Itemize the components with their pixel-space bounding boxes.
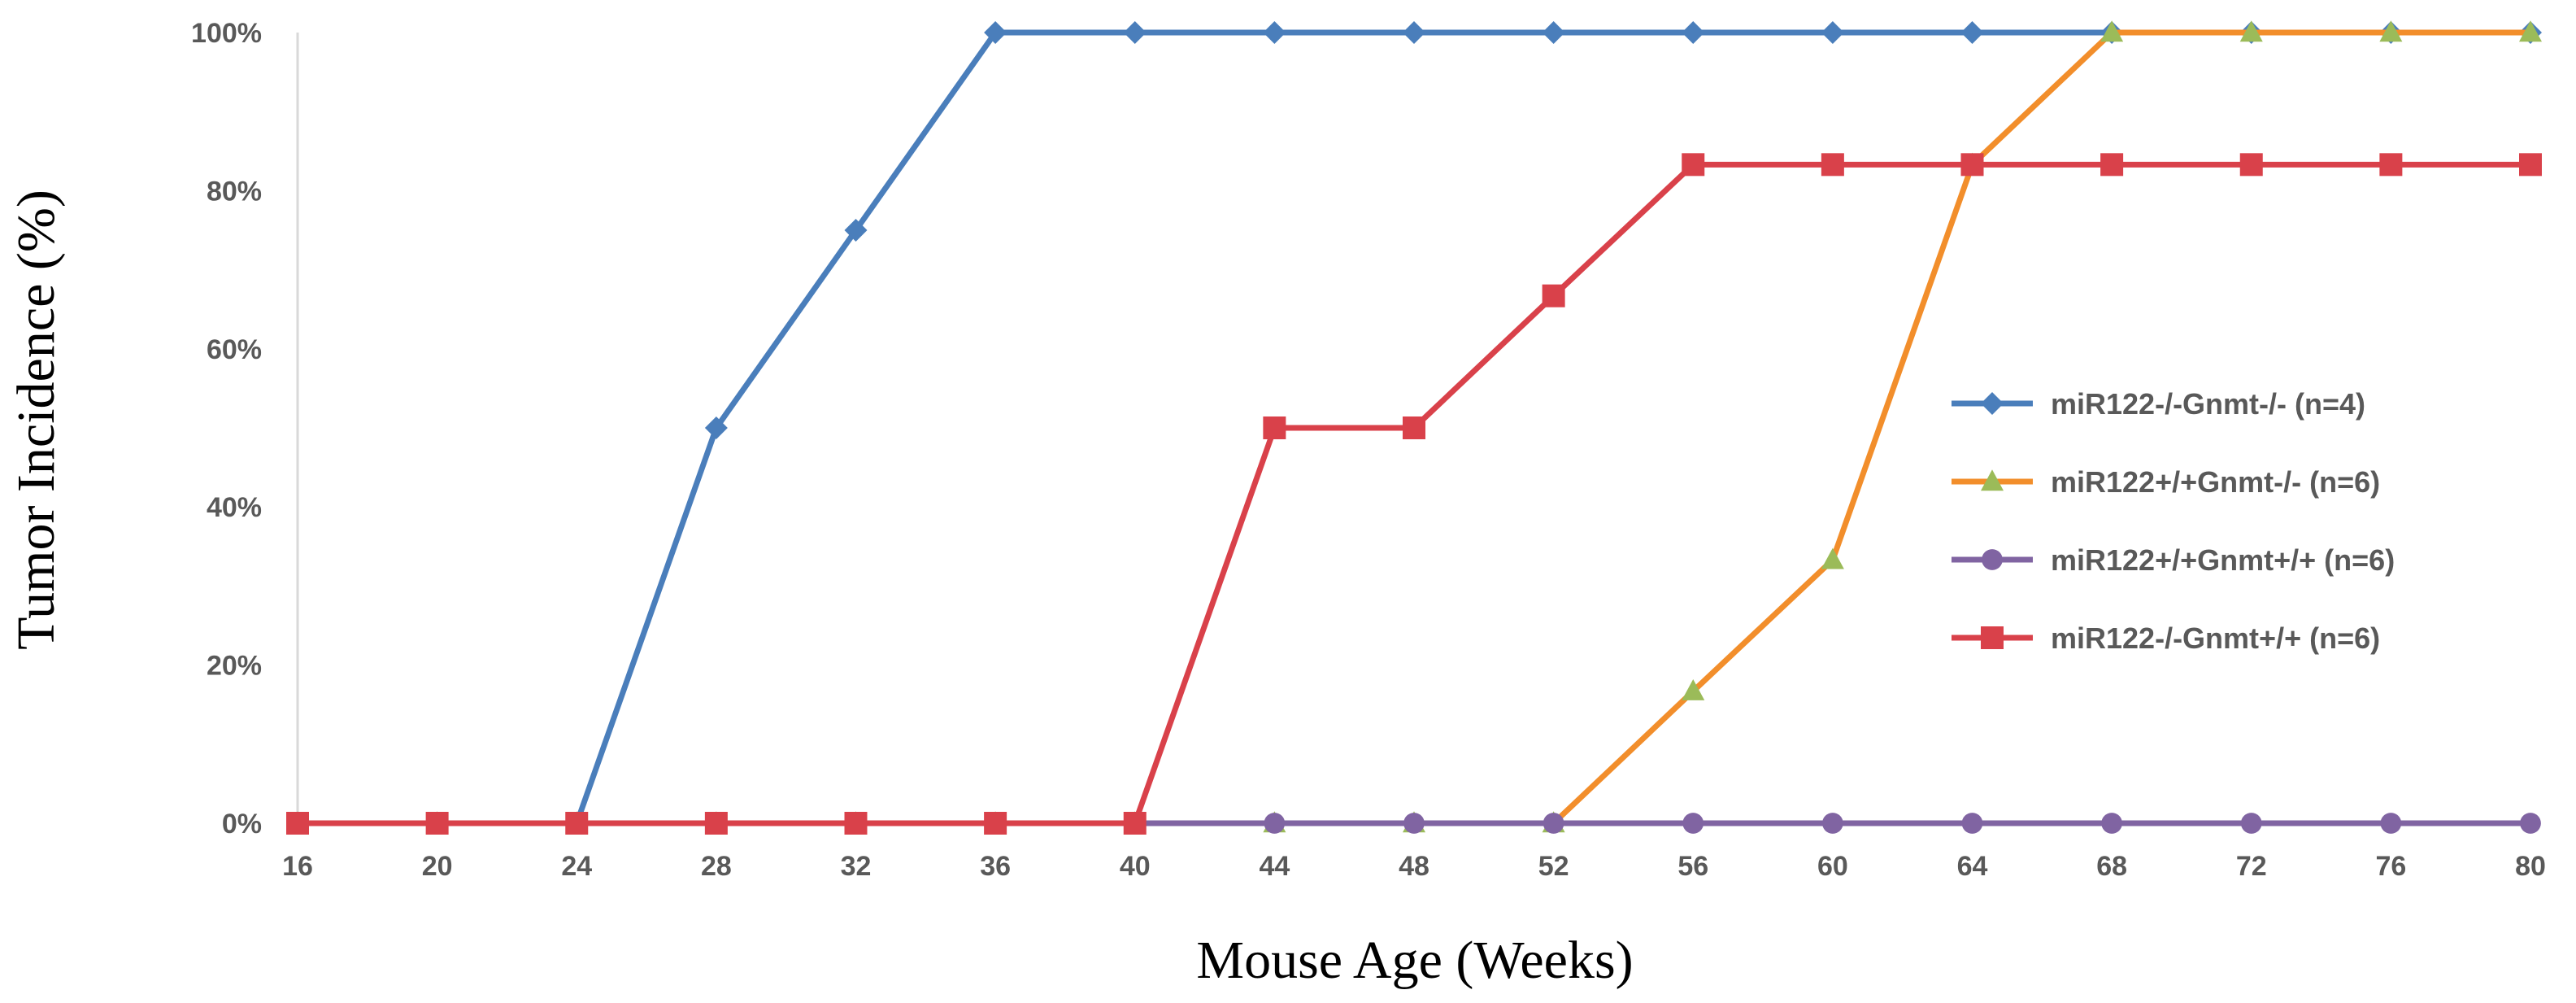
data-point (704, 416, 728, 439)
y-tick-label: 0% (222, 809, 262, 839)
data-point (2100, 153, 2124, 177)
data-point (1543, 813, 1564, 834)
data-point (984, 812, 1007, 835)
data-point (1961, 813, 1983, 834)
data-point (1263, 416, 1286, 439)
data-point (1821, 813, 1843, 834)
data-point (1264, 813, 1286, 834)
series (286, 20, 2542, 835)
data-point (984, 21, 1007, 44)
x-tick-label: 72 (2236, 851, 2267, 882)
data-point (2379, 153, 2403, 177)
x-tick-label: 60 (1817, 851, 1848, 882)
y-tick-label: 40% (207, 492, 262, 523)
legend-entry: miR122+/+Gnmt-/- (n=6) (1952, 465, 2380, 499)
data-point (2100, 20, 2124, 42)
legend-entry: miR122+/+Gnmt+/+ (n=6) (1952, 543, 2395, 577)
legend-marker (1981, 469, 2004, 491)
data-point (1821, 21, 1844, 44)
x-tick-label: 24 (561, 851, 592, 882)
x-tick-label: 40 (1120, 851, 1151, 882)
legend-marker (1981, 626, 2004, 649)
data-point (1542, 21, 1565, 44)
data-point (1960, 153, 1984, 177)
legend-entry: miR122-/-Gnmt+/+ (n=6) (1952, 621, 2380, 655)
legend-marker (1981, 392, 2004, 415)
data-point (844, 812, 868, 835)
data-point (2239, 20, 2263, 42)
data-point (1682, 678, 1705, 700)
data-point (1542, 284, 1565, 307)
data-point (1123, 812, 1147, 835)
x-tick-label: 28 (701, 851, 732, 882)
y-tick-label: 20% (207, 651, 262, 682)
data-point (1403, 813, 1425, 834)
x-tick-label: 80 (2515, 851, 2546, 882)
x-tick-label: 20 (422, 851, 453, 882)
legend-label: miR122-/-Gnmt+/+ (n=6) (2051, 621, 2380, 655)
y-tick-label: 60% (207, 334, 262, 365)
data-point (2240, 813, 2262, 834)
x-tick-label: 44 (1259, 851, 1290, 882)
legend: miR122-/-Gnmt-/- (n=4) miR122+/+Gnmt-/- (… (1952, 387, 2395, 655)
data-point (1263, 21, 1286, 44)
data-point (2380, 813, 2402, 834)
x-tick-label: 32 (841, 851, 872, 882)
x-tick-label: 16 (282, 851, 313, 882)
y-tick-label: 80% (207, 176, 262, 207)
data-point (1682, 153, 1705, 177)
x-tick-label: 76 (2375, 851, 2406, 882)
data-point (2519, 153, 2542, 177)
data-point (1403, 21, 1425, 44)
data-point (286, 812, 309, 835)
data-point (844, 219, 868, 242)
legend-label: miR122-/-Gnmt-/- (n=4) (2051, 387, 2365, 421)
data-point (425, 812, 449, 835)
x-tick-label: 52 (1538, 851, 1569, 882)
data-point (2379, 20, 2403, 42)
x-tick-label: 64 (1957, 851, 1988, 882)
data-point (1403, 416, 1425, 439)
x-tick-label: 56 (1677, 851, 1708, 882)
y-tick-labels: 0% 20% 40% 60% 80% 100% (191, 18, 262, 839)
x-tick-labels: 16 20 24 28 32 36 40 44 48 52 56 60 64 68 72 76 80 (282, 851, 2546, 882)
data-point (1682, 21, 1705, 44)
x-axis-title: Mouse Age (Weeks) (1196, 931, 1633, 990)
data-point (565, 812, 589, 835)
legend-label: miR122+/+Gnmt-/- (n=6) (2051, 465, 2380, 499)
series-4 (286, 153, 2542, 835)
data-point (1123, 21, 1147, 44)
y-tick-label: 100% (191, 18, 262, 49)
data-point (1821, 547, 1844, 569)
data-point (2101, 813, 2123, 834)
data-point (1682, 813, 1704, 834)
x-tick-label: 68 (2096, 851, 2127, 882)
legend-label: miR122+/+Gnmt+/+ (n=6) (2051, 543, 2395, 577)
y-axis-title: Tumor Incidence (%) (7, 190, 66, 650)
x-tick-label: 48 (1399, 851, 1429, 882)
legend-entry: miR122-/-Gnmt-/- (n=4) (1952, 387, 2365, 421)
data-point (1821, 153, 1844, 177)
data-point (2519, 20, 2542, 42)
x-tick-label: 36 (980, 851, 1011, 882)
data-point (704, 812, 728, 835)
data-point (2239, 153, 2263, 177)
legend-marker (1982, 549, 2003, 570)
data-point (1960, 21, 1984, 44)
data-point (2520, 813, 2541, 834)
